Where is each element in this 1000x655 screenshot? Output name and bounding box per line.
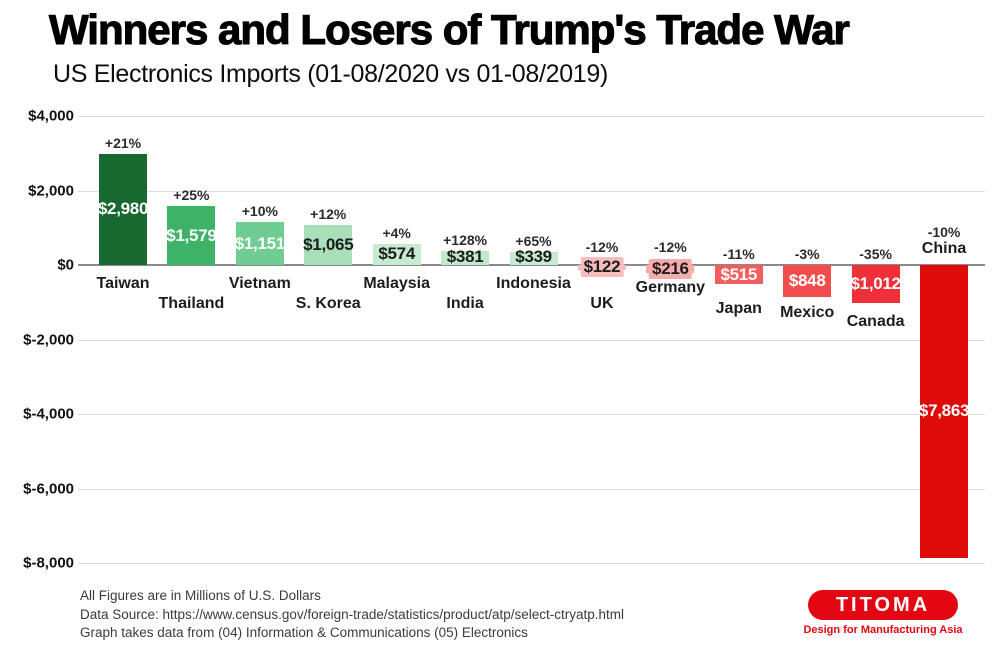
page-subtitle: US Electronics Imports (01-08/2020 vs 01… — [53, 60, 609, 88]
footer-note-units: All Figures are in Millions of U.S. Doll… — [80, 588, 321, 603]
bar — [235, 222, 284, 265]
bar — [783, 265, 832, 297]
bar-value-label: $216 — [649, 259, 692, 280]
bar — [304, 225, 353, 265]
titoma-logo-tagline: Design for Manufacturing Asia — [803, 624, 963, 636]
country-label: S. Korea — [295, 295, 361, 312]
country-label: Indonesia — [496, 275, 571, 292]
bar — [851, 265, 900, 303]
bar-value-label: $2,980 — [97, 199, 149, 219]
country-label: India — [446, 295, 484, 312]
bar-value-label: $1,151 — [234, 233, 286, 253]
bar-value-label: $7,863 — [918, 401, 970, 421]
gridline — [78, 190, 985, 192]
bar-value-label: $1,579 — [166, 225, 217, 245]
bar-pct-label: +25% — [173, 187, 210, 204]
bar-value-label: $1,012 — [850, 273, 902, 293]
country-label: China — [921, 240, 967, 257]
titoma-logo: TITOMA — [808, 590, 958, 620]
bar-pct-label: -11% — [722, 246, 755, 262]
country-label: Malaysia — [363, 275, 431, 292]
country-label: Mexico — [780, 304, 835, 321]
country-label: Canada — [846, 313, 905, 330]
country-label: Vietnam — [228, 275, 291, 292]
ytick-label: $2,000 — [28, 182, 74, 199]
footer-note-source: Data Source: https://www.census.gov/fore… — [80, 607, 624, 622]
bar-value-label: $1,065 — [303, 235, 354, 255]
bar-pct-label: +65% — [515, 233, 552, 250]
bar-value-label: $848 — [788, 270, 826, 290]
gridline — [78, 339, 985, 341]
gridline — [78, 488, 985, 490]
ytick-label: $-6,000 — [23, 480, 74, 497]
bar — [167, 206, 216, 265]
country-label: Germany — [635, 279, 706, 296]
bar-pct-label: -12% — [654, 239, 687, 255]
bar — [441, 250, 490, 265]
bar-pct-label: -12% — [585, 239, 619, 255]
zero-line — [78, 264, 985, 266]
gridline — [78, 563, 985, 564]
bar-value-label: $515 — [720, 264, 758, 284]
ytick-label: $4,000 — [28, 107, 74, 125]
bar-pct-label: +10% — [241, 203, 278, 220]
bar-value-label: $122 — [580, 257, 624, 278]
country-label: Thailand — [158, 295, 225, 312]
bar-pct-label: +21% — [104, 134, 142, 151]
page-title: Winners and Losers of Trump's Trade War — [48, 5, 850, 53]
bar — [509, 252, 558, 265]
ytick-label: $-2,000 — [23, 331, 74, 348]
gridline — [78, 414, 985, 415]
bar-value-label: $574 — [378, 244, 415, 264]
ytick-label: $-4,000 — [23, 405, 74, 423]
bar-pct-label: +128% — [443, 231, 488, 248]
bar-pct-label: -35% — [859, 246, 892, 262]
country-label: Taiwan — [96, 275, 150, 292]
bar-pct-label: +12% — [310, 206, 347, 223]
bar-value-label: $381 — [446, 247, 484, 266]
bar — [372, 243, 421, 265]
ytick-label: $-8,000 — [23, 554, 74, 572]
bar-pct-label: +4% — [382, 224, 411, 241]
bar — [920, 265, 969, 558]
bar-pct-label: -10% — [927, 224, 961, 240]
country-label: UK — [590, 295, 614, 312]
ytick-label: $0 — [57, 256, 74, 274]
gridline — [78, 116, 985, 117]
bar-pct-label: -3% — [794, 246, 820, 262]
bar — [714, 265, 763, 285]
bar — [99, 153, 147, 265]
footer-note-method: Graph takes data from (04) Information &… — [80, 625, 528, 640]
country-label: Japan — [715, 300, 762, 317]
bar-value-label: $339 — [515, 247, 552, 266]
